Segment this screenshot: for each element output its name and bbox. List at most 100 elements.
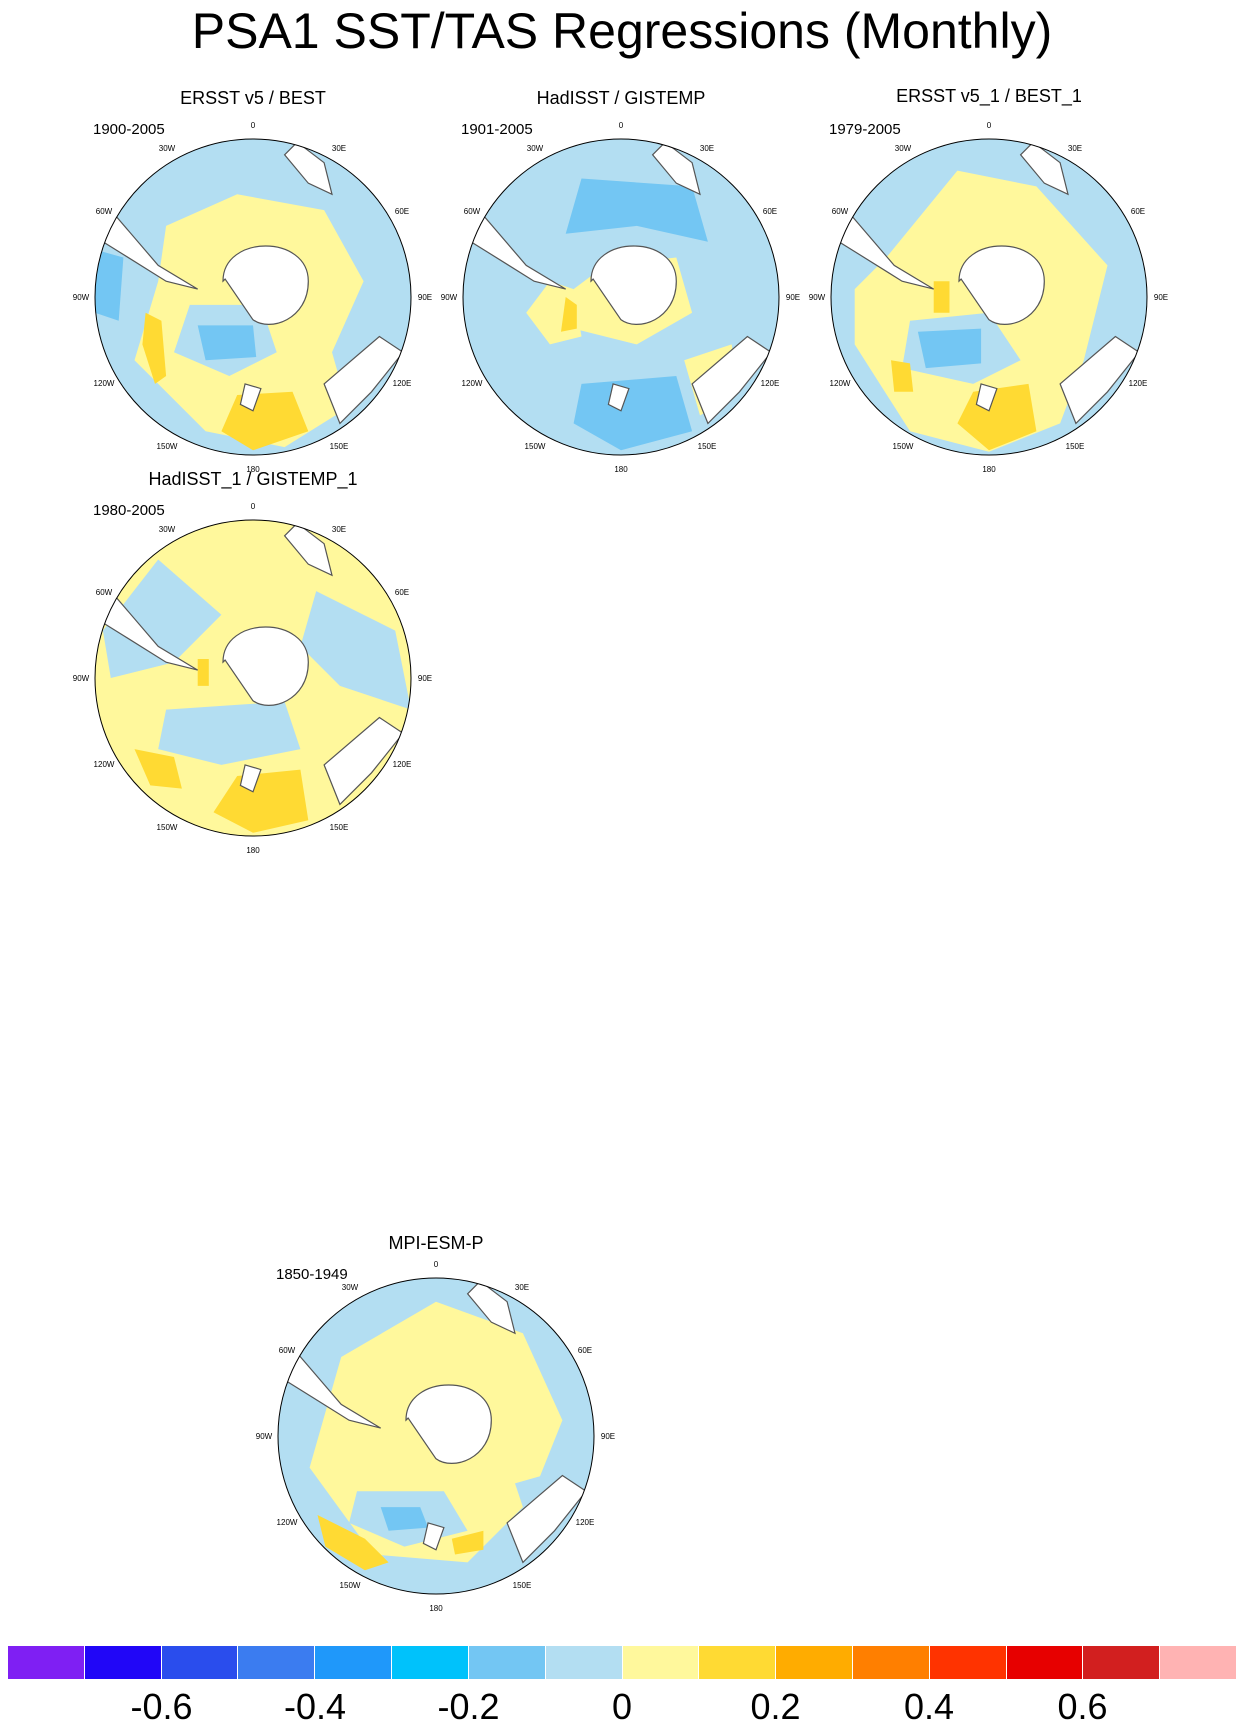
colorbar-swatch — [1083, 1646, 1161, 1679]
longitude-label: 120E — [1129, 379, 1148, 388]
landmass — [283, 141, 333, 196]
panel-period: 1901-2005 — [461, 121, 533, 138]
colorbar-label: 0.2 — [750, 1686, 801, 1727]
antarctica-landmass — [405, 1384, 492, 1464]
landmass — [607, 383, 630, 412]
longitude-label: 0 — [251, 121, 256, 130]
longitude-label: 0 — [434, 1260, 439, 1269]
colorbar-swatch — [929, 1646, 1007, 1679]
longitude-label: 60E — [763, 207, 777, 216]
longitude-label: 180 — [614, 465, 628, 474]
colorbar-label: 0.4 — [903, 1686, 955, 1727]
longitude-label: 30W — [159, 525, 176, 534]
anomaly-region — [933, 281, 950, 313]
figure-title: PSA1 SST/TAS Regressions (Monthly) — [191, 3, 1053, 59]
longitude-label: 30W — [895, 144, 912, 153]
landmass — [651, 141, 701, 196]
colorbar-label: -0.2 — [437, 1686, 500, 1727]
longitude-label: 150E — [330, 823, 349, 832]
landmass — [239, 383, 262, 412]
antarctica-landmass — [590, 245, 677, 325]
colorbar-label: -0.4 — [283, 1686, 347, 1727]
longitude-label: 150E — [513, 1581, 532, 1590]
longitude-label: 60W — [832, 207, 849, 216]
polar-map: 0 30E 60E 90E 120E 150E 180 150W 120W 90W 60W 30W — [256, 1260, 615, 1613]
longitude-label: 180 — [982, 465, 996, 474]
longitude-label: 90E — [418, 293, 432, 302]
anomaly-region — [565, 178, 708, 242]
colorbar-swatch — [545, 1646, 623, 1679]
colorbar-swatch — [1160, 1646, 1236, 1679]
landmass — [691, 335, 772, 425]
longitude-label: 30E — [515, 1283, 529, 1292]
longitude-label: 60E — [395, 588, 409, 597]
longitude-label: 60W — [96, 207, 113, 216]
panel-title: MPI-ESM-P — [388, 1233, 484, 1253]
map-border — [462, 138, 780, 456]
longitude-label: 60E — [395, 207, 409, 216]
landmass — [975, 383, 998, 412]
colorbar-swatch — [1006, 1646, 1084, 1679]
anomaly-region — [380, 1507, 429, 1531]
panel-title: ERSST v5 / BEST — [180, 88, 326, 108]
longitude-label: 0 — [251, 502, 256, 511]
polar-map: 0 30E 60E 90E 120E 150E 180 150W 120W 90W 60W 30W — [809, 121, 1168, 474]
longitude-label: 120E — [393, 760, 412, 769]
colorbar-label: 0 — [611, 1686, 633, 1727]
longitude-label: 150E — [698, 442, 717, 451]
longitude-label: 150E — [1066, 442, 1085, 451]
longitude-label: 60E — [1131, 207, 1145, 216]
longitude-label: 150W — [893, 442, 914, 451]
longitude-label: 90W — [73, 293, 90, 302]
panel-title: HadISST / GISTEMP — [536, 88, 706, 108]
longitude-label: 30E — [1068, 144, 1082, 153]
longitude-label: 90W — [441, 293, 458, 302]
longitude-label: 30E — [700, 144, 714, 153]
anomaly-region — [561, 297, 577, 332]
anomaly-region — [917, 328, 982, 369]
longitude-label: 120E — [576, 1518, 595, 1527]
colorbar-swatch — [84, 1646, 162, 1679]
longitude-label: 60E — [578, 1346, 592, 1355]
longitude-label: 150W — [525, 442, 546, 451]
landmass — [506, 1474, 587, 1564]
anomaly-region — [158, 701, 301, 765]
polar-map: 0 30E 60E 90E 120E 150E 180 150W 120W 90W 60W 30W — [73, 502, 432, 855]
landmass — [1059, 335, 1140, 425]
longitude-label: 150W — [157, 823, 178, 832]
longitude-label: 60W — [96, 588, 113, 597]
colorbar-swatch — [852, 1646, 930, 1679]
longitude-label: 120E — [393, 379, 412, 388]
longitude-label: 30W — [527, 144, 544, 153]
landmass — [323, 716, 404, 806]
colorbar-swatch — [776, 1646, 853, 1679]
colorbar — [8, 1646, 1236, 1679]
map-border — [277, 1277, 595, 1595]
landmass — [422, 1522, 445, 1551]
longitude-label: 120W — [277, 1518, 298, 1527]
antarctica-landmass — [222, 245, 309, 325]
anomaly-region — [102, 559, 222, 678]
anomaly-region — [95, 249, 124, 321]
longitude-label: 0 — [619, 121, 624, 130]
anomaly-region — [134, 749, 182, 789]
longitude-label: 90E — [1154, 293, 1168, 302]
panel-period: 1979-2005 — [829, 121, 901, 138]
anomaly-region — [142, 312, 167, 384]
colorbar-swatch — [622, 1646, 700, 1679]
landmass — [283, 522, 333, 577]
colorbar-label: 0.6 — [1057, 1686, 1108, 1727]
landmass — [466, 1280, 516, 1335]
longitude-label: 90E — [786, 293, 800, 302]
anomaly-region — [317, 1515, 389, 1571]
landmass — [1019, 141, 1069, 196]
longitude-label: 120W — [830, 379, 851, 388]
anomaly-region — [213, 769, 309, 833]
longitude-label: 120W — [94, 760, 115, 769]
anomaly-region — [197, 659, 209, 686]
colorbar-swatch — [8, 1646, 85, 1679]
landmass — [323, 335, 404, 425]
longitude-label: 120E — [761, 379, 780, 388]
colorbar-swatch — [392, 1646, 469, 1679]
anomaly-region — [197, 325, 257, 361]
